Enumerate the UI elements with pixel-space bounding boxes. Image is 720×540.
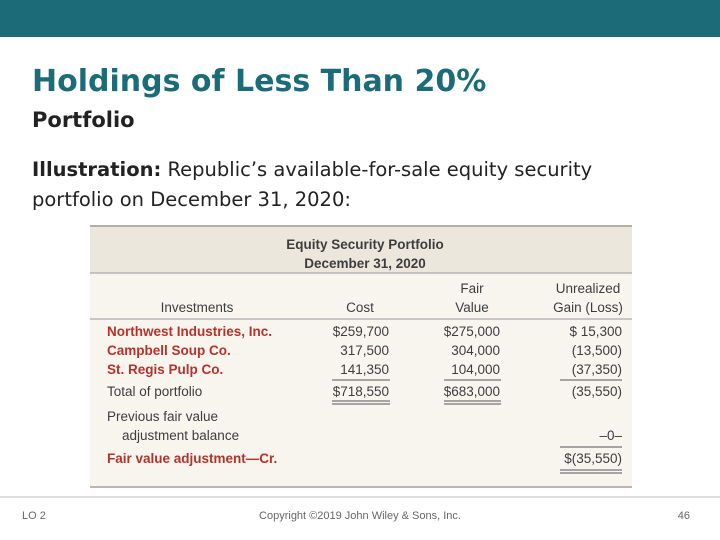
illustration: Illustration: Republic’s available-for-s… — [32, 155, 642, 215]
cell: $275,000 — [444, 324, 500, 339]
footer-objective: LO 2 — [22, 510, 46, 522]
cell: $ 15,300 — [569, 324, 622, 339]
row-label: Total of portfolio — [107, 384, 202, 399]
column-header: Unrealized — [556, 281, 621, 296]
column-header: Investments — [161, 300, 234, 315]
column-header: Cost — [346, 300, 374, 315]
cell: $259,700 — [333, 324, 389, 339]
cell: 141,350 — [340, 362, 389, 377]
row-label: Northwest Industries, Inc. — [107, 324, 272, 339]
column-header: Value — [455, 300, 489, 315]
cell: (13,500) — [572, 343, 622, 358]
table-header-band — [90, 225, 632, 273]
cell: (37,350) — [572, 362, 622, 377]
cell: (35,550) — [572, 384, 622, 399]
slide-subtitle: Portfolio — [32, 108, 135, 132]
illustration-text: Republic’s available-for-sale equity sec… — [32, 158, 593, 211]
row-label: Fair value adjustment—Cr. — [107, 451, 277, 466]
cell: $683,000 — [444, 384, 500, 399]
footer-page: 46 — [678, 510, 690, 522]
top-bar — [0, 0, 720, 37]
cell: –0– — [599, 428, 622, 443]
row-label: adjustment balance — [122, 428, 239, 443]
cell: 304,000 — [451, 343, 500, 358]
slide-title: Holdings of Less Than 20% — [32, 64, 487, 99]
table-title: Equity Security Portfolio — [286, 237, 444, 252]
cell: $718,550 — [333, 384, 389, 399]
illustration-label: Illustration: — [32, 158, 162, 181]
cell: $(35,550) — [564, 451, 622, 466]
cell: 104,000 — [451, 362, 500, 377]
column-header: Fair — [460, 281, 484, 296]
row-label: Campbell Soup Co. — [107, 343, 231, 358]
footer-copyright: Copyright ©2019 John Wiley & Sons, Inc. — [259, 510, 461, 522]
table-date: December 31, 2020 — [304, 256, 426, 271]
cell: 317,500 — [340, 343, 389, 358]
column-header: Gain (Loss) — [553, 300, 623, 315]
row-label: St. Regis Pulp Co. — [107, 362, 223, 377]
row-label: Previous fair value — [107, 409, 218, 424]
